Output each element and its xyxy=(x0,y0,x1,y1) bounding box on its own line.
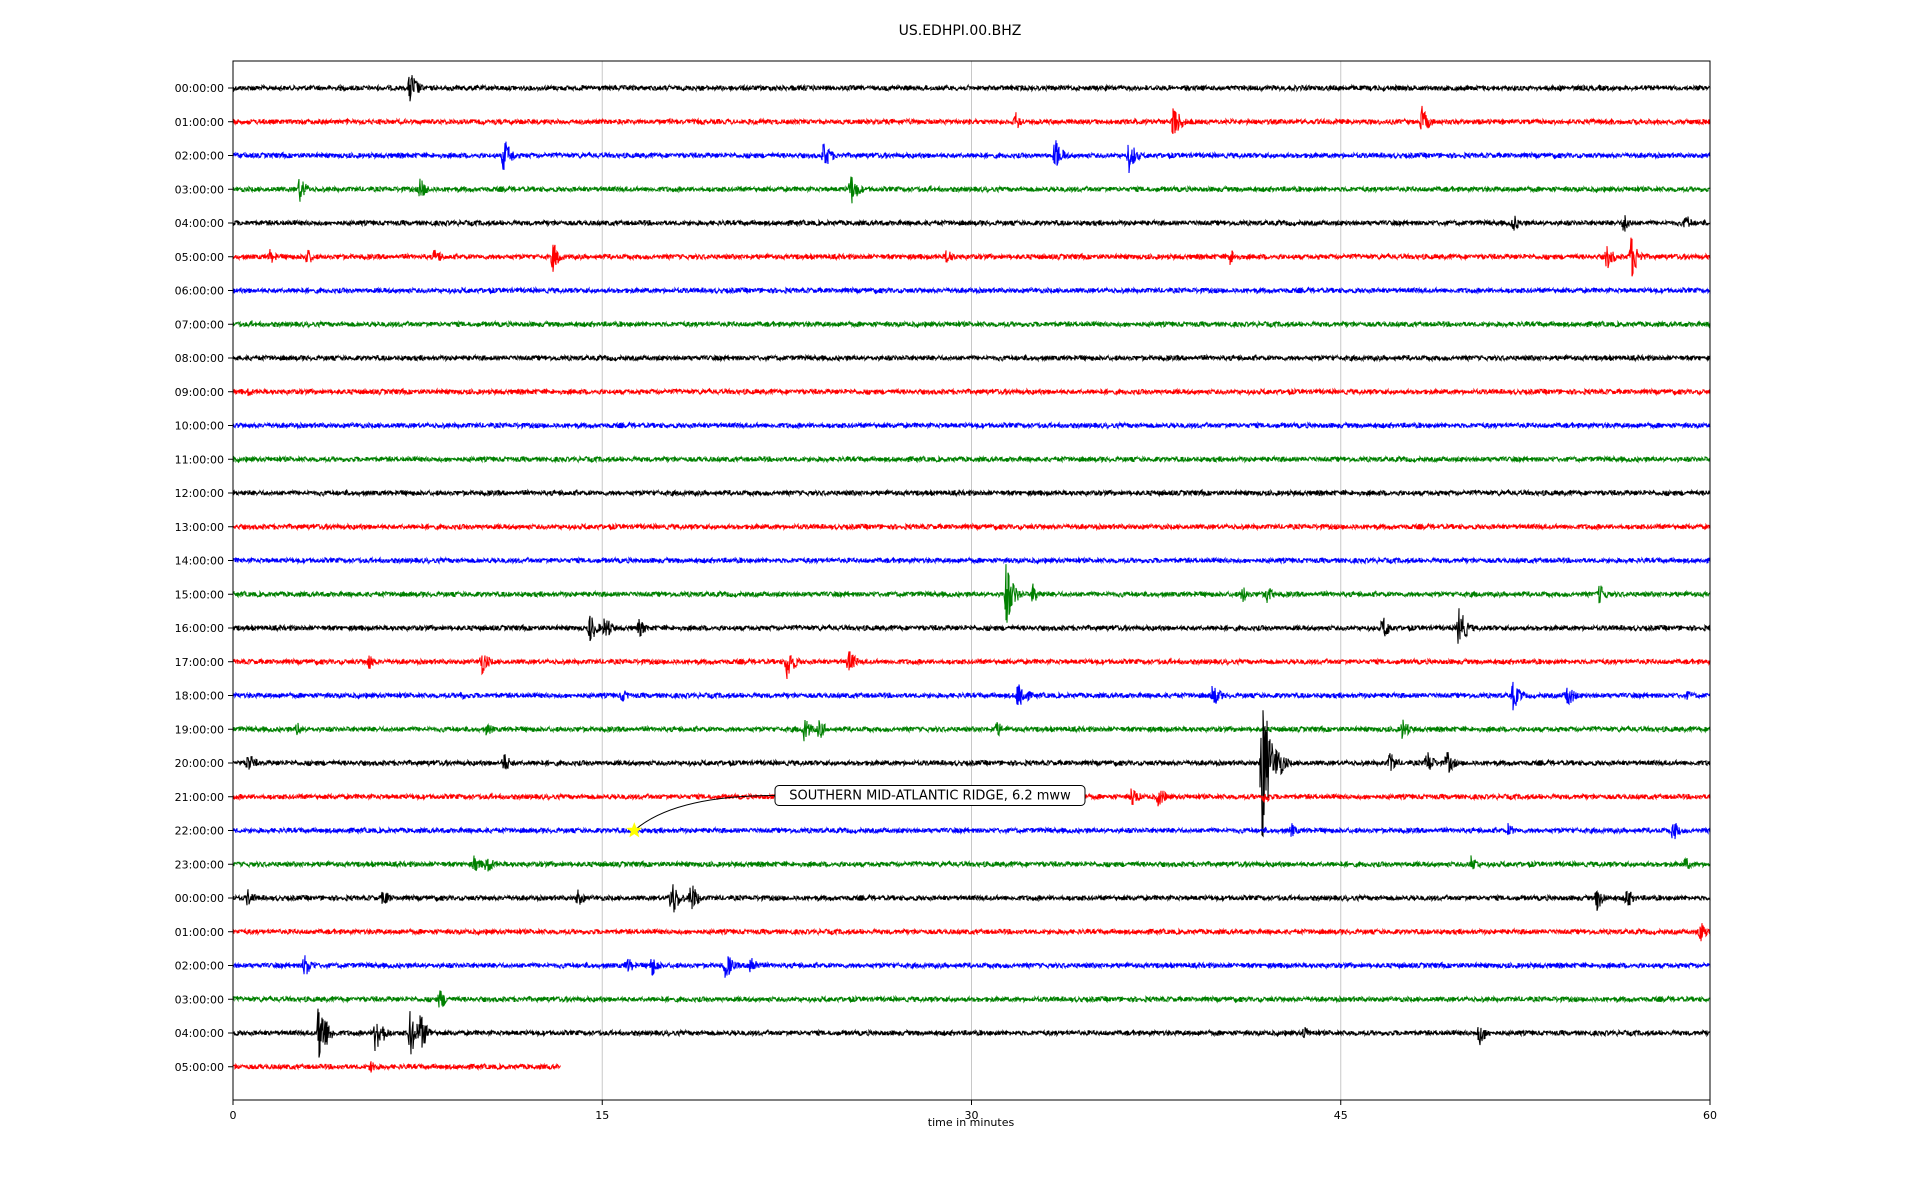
trace-row-2 xyxy=(232,140,1711,174)
trace-row-9 xyxy=(232,387,1711,397)
trace-row-10 xyxy=(232,421,1711,431)
row-time-label: 10:00:00 xyxy=(175,420,224,433)
row-time-label: 03:00:00 xyxy=(175,183,224,196)
annotation-layer: SOUTHERN MID-ATLANTIC RIDGE, 6.2 mww xyxy=(626,785,1086,838)
row-time-label: 00:00:00 xyxy=(175,82,224,95)
x-tick-label: 0 xyxy=(230,1109,237,1122)
trace-row-20 xyxy=(232,710,1711,838)
annotation-box xyxy=(774,785,1086,806)
row-time-label: 18:00:00 xyxy=(175,690,224,703)
trace-row-12 xyxy=(232,488,1711,498)
trace-row-19 xyxy=(232,719,1711,742)
row-time-label: 05:00:00 xyxy=(175,1061,224,1074)
row-time-label: 02:00:00 xyxy=(175,960,224,973)
x-tick-label: 30 xyxy=(965,1109,979,1122)
row-time-label: 15:00:00 xyxy=(175,588,224,601)
chart-title: US.EDHPI.00.BHZ xyxy=(899,23,1022,39)
row-time-label: 00:00:00 xyxy=(175,892,224,905)
trace-row-6 xyxy=(232,285,1711,296)
trace-row-17 xyxy=(232,651,1711,680)
trace-row-7 xyxy=(232,319,1711,329)
row-time-label: 14:00:00 xyxy=(175,555,224,568)
row-time-label: 23:00:00 xyxy=(175,858,224,871)
row-time-label: 12:00:00 xyxy=(175,487,224,500)
row-time-label: 17:00:00 xyxy=(175,656,224,669)
row-time-label: 03:00:00 xyxy=(175,993,224,1006)
x-axis-label: time in minutes xyxy=(928,1116,1015,1129)
annotation-connector xyxy=(633,795,776,831)
trace-row-18 xyxy=(232,681,1711,711)
x-tick-label: 60 xyxy=(1703,1109,1717,1122)
x-axis-ticks: 0 15 30 45 60 xyxy=(230,1100,1717,1122)
row-time-label: 20:00:00 xyxy=(175,757,224,770)
row-time-label: 16:00:00 xyxy=(175,622,224,635)
trace-row-25 xyxy=(232,923,1711,942)
event-star-icon xyxy=(626,822,643,838)
trace-row-13 xyxy=(232,522,1711,532)
row-time-label: 19:00:00 xyxy=(175,723,224,736)
row-time-label: 21:00:00 xyxy=(175,791,224,804)
row-time-label: 13:00:00 xyxy=(175,521,224,534)
row-time-label: 22:00:00 xyxy=(175,825,224,838)
trace-row-11 xyxy=(232,454,1711,464)
trace-row-29 xyxy=(232,1061,561,1073)
row-time-label: 04:00:00 xyxy=(175,217,224,230)
row-time-label: 09:00:00 xyxy=(175,386,224,399)
trace-row-1 xyxy=(232,105,1711,134)
row-time-label: 04:00:00 xyxy=(175,1027,224,1040)
row-time-labels: 00:00:00 01:00:00 02:00:00 03:00:00 04:00:00… xyxy=(175,82,233,1074)
trace-row-14 xyxy=(232,556,1711,566)
grid-layer xyxy=(601,61,1342,1100)
row-time-label: 08:00:00 xyxy=(175,352,224,365)
trace-row-24 xyxy=(232,884,1711,913)
x-tick-label: 15 xyxy=(595,1109,609,1122)
row-time-label: 06:00:00 xyxy=(175,285,224,298)
trace-row-3 xyxy=(232,176,1711,204)
x-tick-label: 45 xyxy=(1334,1109,1348,1122)
trace-row-28 xyxy=(232,1008,1711,1058)
trace-row-16 xyxy=(232,608,1711,644)
trace-row-0 xyxy=(232,75,1711,102)
trace-row-15 xyxy=(232,564,1711,623)
trace-row-4 xyxy=(232,215,1711,232)
trace-row-27 xyxy=(232,990,1711,1008)
trace-row-23 xyxy=(232,855,1711,872)
row-time-label: 11:00:00 xyxy=(175,453,224,466)
trace-row-8 xyxy=(232,353,1711,363)
trace-row-26 xyxy=(232,955,1711,978)
annotation-text: SOUTHERN MID-ATLANTIC RIDGE, 6.2 mww xyxy=(789,789,1071,804)
trace-row-5 xyxy=(232,237,1711,277)
row-time-label: 02:00:00 xyxy=(175,150,224,163)
row-time-label: 01:00:00 xyxy=(175,926,224,939)
row-time-label: 07:00:00 xyxy=(175,318,224,331)
row-time-label: 05:00:00 xyxy=(175,251,224,264)
trace-row-22 xyxy=(232,823,1711,840)
row-time-label: 01:00:00 xyxy=(175,116,224,129)
